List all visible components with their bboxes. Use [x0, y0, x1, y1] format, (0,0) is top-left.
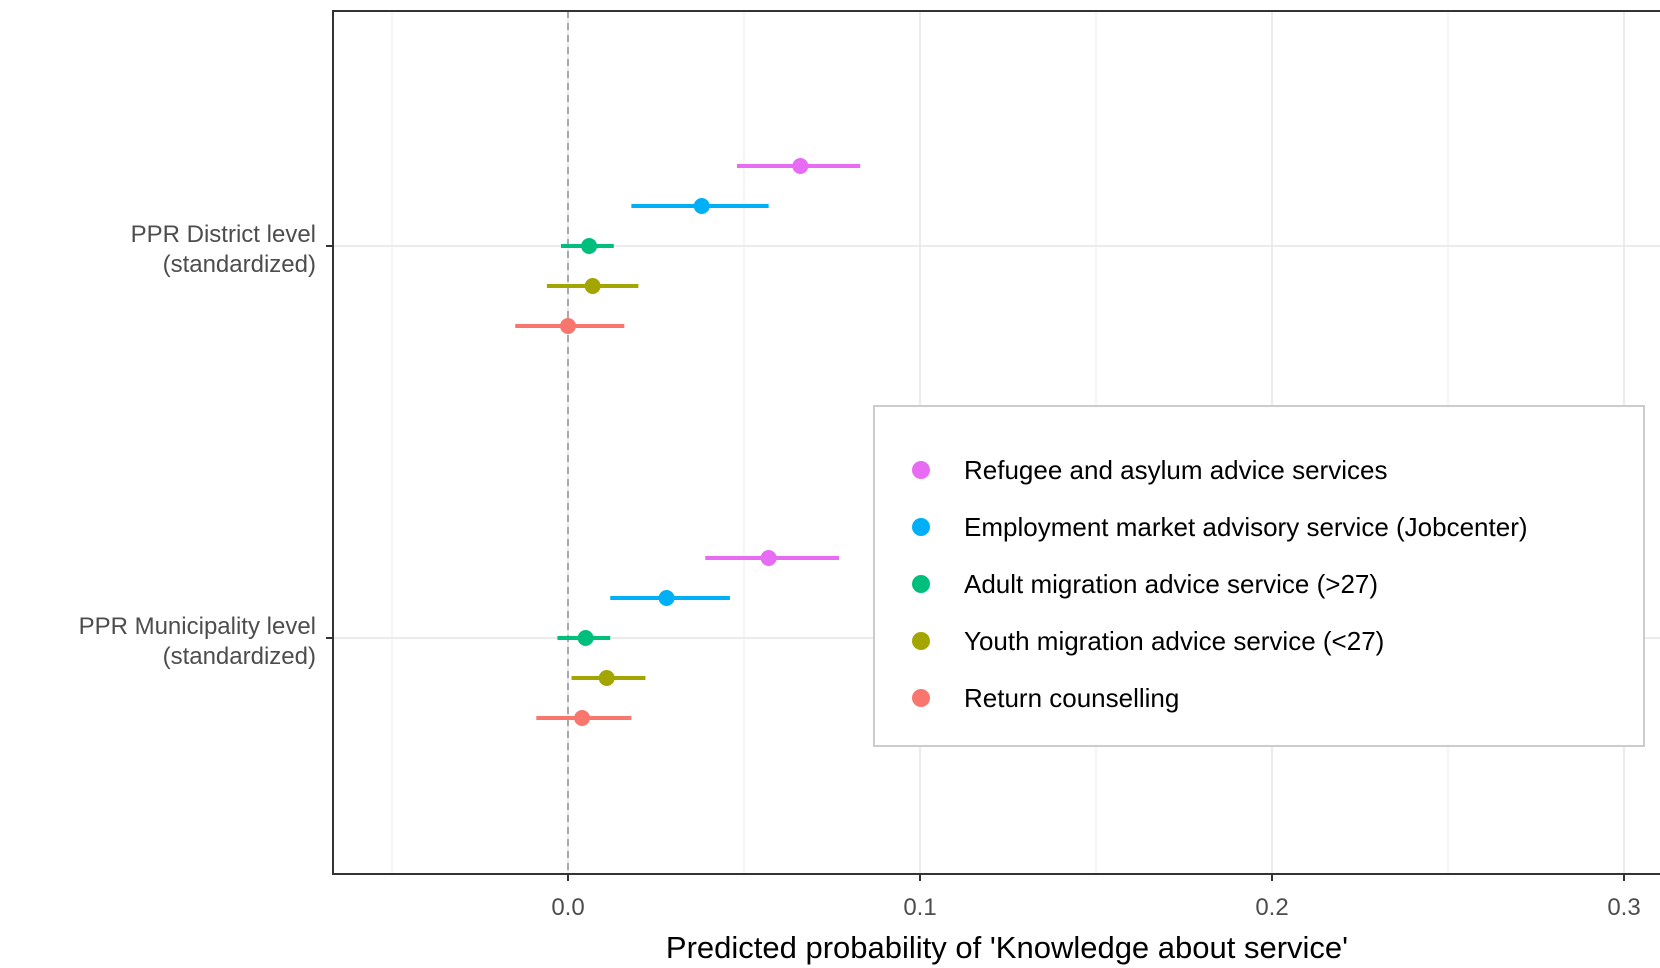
- y-tick-label-line: PPR Municipality level: [79, 613, 316, 640]
- point-estimate: [577, 630, 594, 646]
- data-marks: [515, 158, 861, 726]
- legend-box: [873, 405, 1645, 747]
- point-estimate: [581, 238, 598, 254]
- y-tick-label-line: (standardized): [163, 643, 316, 670]
- point-group: [705, 550, 840, 566]
- legend-item: Refugee and asylum advice services: [912, 455, 1387, 485]
- legend-label: Adult migration advice service (>27): [964, 569, 1378, 599]
- point-group: [610, 590, 730, 606]
- point-group: [536, 710, 632, 726]
- point-estimate: [792, 158, 809, 174]
- point-group: [546, 278, 639, 294]
- point-group: [557, 630, 611, 646]
- legend-label: Employment market advisory service (Jobc…: [964, 512, 1528, 542]
- point-group: [515, 318, 625, 334]
- y-tick-label: PPR Municipality level (standardized): [79, 613, 316, 670]
- panel-border: [332, 10, 1660, 875]
- y-axis: PPR District level (standardized)PPR Muni…: [79, 221, 333, 670]
- point-estimate: [574, 710, 591, 726]
- y-tick-label-line: PPR District level: [131, 221, 316, 248]
- point-estimate: [560, 318, 576, 334]
- legend-label: Return counselling: [964, 683, 1179, 713]
- x-tick-label: 0.2: [1255, 894, 1288, 921]
- legend: Refugee and asylum advice services Employ…: [873, 405, 1645, 747]
- point-group: [736, 158, 861, 174]
- legend-item: Employment market advisory service (Jobc…: [912, 512, 1528, 542]
- point-estimate: [658, 590, 675, 606]
- point-estimate: [584, 278, 601, 294]
- point-estimate: [760, 550, 777, 566]
- x-tick-label: 0.1: [903, 894, 936, 921]
- y-tick-label-line: (standardized): [163, 251, 316, 278]
- legend-label: Youth migration advice service (<27): [964, 626, 1384, 656]
- point-estimate: [693, 198, 710, 214]
- point-estimate: [598, 670, 615, 686]
- legend-key: [912, 575, 930, 593]
- point-group: [571, 670, 646, 686]
- legend-key: [912, 461, 930, 479]
- legend-key: [912, 518, 930, 536]
- legend-label: Refugee and asylum advice services: [964, 455, 1387, 485]
- y-tick-label: PPR District level (standardized): [131, 221, 316, 278]
- point-group: [631, 198, 769, 214]
- x-axis: 0.0 0.1 0.2 0.3: [551, 874, 1641, 921]
- legend-item: Return counselling: [912, 683, 1179, 713]
- x-axis-title: Predicted probability of 'Knowledge abou…: [666, 930, 1348, 965]
- legend-key: [912, 689, 930, 707]
- x-tick-label: 0.0: [551, 894, 584, 921]
- legend-item: Youth migration advice service (<27): [912, 626, 1384, 656]
- legend-item: Adult migration advice service (>27): [912, 569, 1378, 599]
- legend-key: [912, 632, 930, 650]
- point-group: [560, 238, 614, 254]
- x-tick-label: 0.3: [1607, 894, 1640, 921]
